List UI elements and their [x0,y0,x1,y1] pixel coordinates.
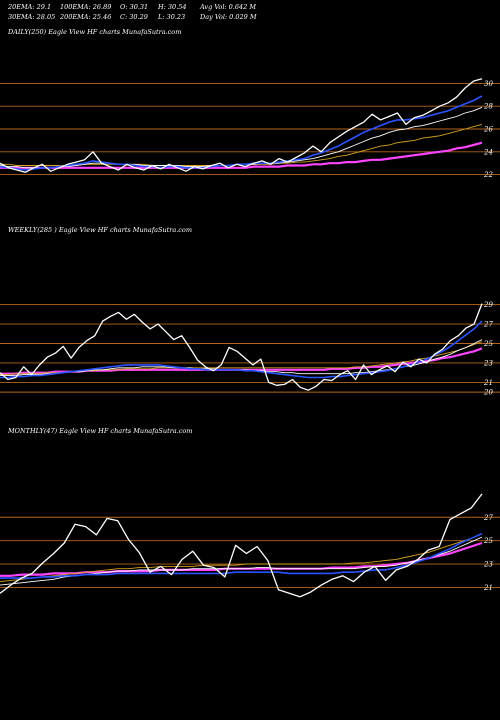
daily-y-tick-label: 28 [483,103,493,111]
daily-y-tick-label: 30 [484,80,493,88]
weekly-y-tick-label: 21 [483,379,493,387]
header-ema100: 100EMA: 26.89 [60,3,112,11]
daily-ma-long-line [0,141,483,169]
monthly-ma-long-line [0,541,483,577]
header-high: H: 30.54 [158,3,187,11]
monthly-ma-mid2-line [0,533,483,583]
header-ema20: 20EMA: 29.1 [8,3,52,11]
weekly-chart-title: WEEKLY(285 ) Eagle View HF charts Munafa… [8,226,193,234]
monthly-chart-title: MONTHLY(47) Eagle View HF charts MunafaS… [8,427,193,435]
monthly-ma-fast-line [0,532,483,579]
header-ema30: 30EMA: 28.05 [8,13,56,21]
weekly-y-tick-label: 23 [483,359,493,367]
weekly-ma-fast-line [0,320,483,379]
weekly-price-line [0,303,483,391]
monthly-price-line [0,493,483,598]
daily-ma-mid1-line [0,106,483,169]
weekly-y-tick-label: 27 [483,321,493,329]
daily-y-tick-label: 26 [483,126,493,134]
weekly-y-tick-label: 20 [483,389,493,397]
daily-price-line [0,78,483,173]
header-ema200: 200EMA: 25.46 [60,13,112,21]
monthly-ma-mid1-line [0,536,483,586]
header-day-vol: Day Vol: 0.029 M [200,13,257,21]
monthly-y-tick-label: 25 [483,537,493,545]
daily-ma-fast-line [0,95,483,171]
weekly-y-tick-label: 25 [483,340,493,348]
header-close: C: 30.29 [120,13,148,21]
daily-chart-title: DAILY(250) Eagle View HF charts MunafaSu… [8,28,182,36]
monthly-y-tick-label: 23 [483,561,493,569]
monthly-y-tick-label: 27 [483,514,493,522]
header-open: O: 30.31 [120,3,149,11]
daily-y-tick-label: 24 [483,148,493,156]
daily-ma-mid2-line [0,123,483,166]
header-low: L: 30.23 [158,13,186,21]
header-avg-vol: Avg Vol: 0.642 M [200,3,257,11]
monthly-y-tick-label: 21 [483,584,493,592]
weekly-y-tick-label: 29 [483,301,493,309]
daily-y-tick-label: 22 [483,171,493,179]
